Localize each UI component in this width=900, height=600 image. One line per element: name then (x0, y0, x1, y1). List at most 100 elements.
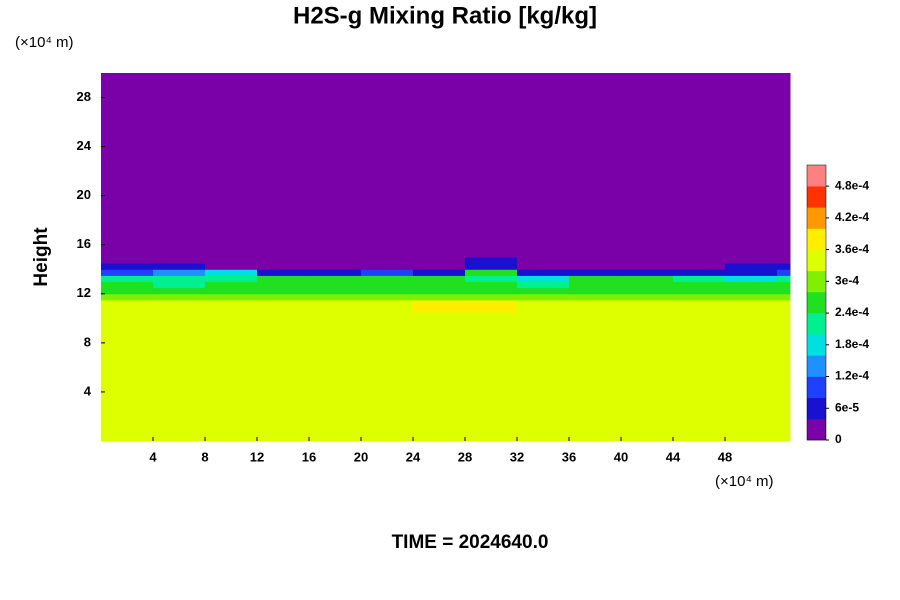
cell (465, 287, 518, 295)
cell (101, 293, 154, 301)
cell (153, 312, 206, 442)
cell (725, 263, 778, 270)
cell (465, 263, 518, 270)
cell (725, 73, 778, 258)
y-unit-label: (×10⁴ m) (15, 34, 74, 51)
cell (257, 312, 310, 442)
cell (413, 299, 466, 313)
cell (517, 312, 570, 442)
colorbar-band (807, 207, 826, 229)
cell (257, 275, 310, 283)
cell (309, 257, 362, 264)
cell (777, 299, 791, 313)
cell (725, 312, 778, 442)
cell (309, 287, 362, 295)
cell (569, 299, 622, 313)
cell (465, 312, 518, 442)
cell (361, 263, 414, 270)
cell (257, 293, 310, 301)
y-tick-label: 24 (77, 138, 92, 153)
cell (309, 299, 362, 313)
cell (413, 269, 466, 276)
cell (777, 281, 791, 289)
colorbar-frame (806, 164, 827, 441)
cell (101, 281, 154, 289)
colorbar-band (807, 355, 826, 377)
colorbar-tick-label: 2.4e-4 (835, 305, 869, 319)
colorbar-band (807, 228, 826, 250)
colorbar-tick-label: 3.6e-4 (835, 242, 869, 256)
cell (413, 287, 466, 295)
cell (517, 293, 570, 301)
cell (465, 299, 518, 313)
cell (621, 312, 674, 442)
cell (569, 73, 622, 258)
cell (725, 269, 778, 276)
cell (361, 312, 414, 442)
cell (361, 275, 414, 283)
cell (101, 263, 154, 270)
cell (309, 312, 362, 442)
cell (569, 263, 622, 270)
cell (361, 73, 414, 258)
annotation: TIME = 2024640.0 (392, 532, 549, 553)
cell (673, 312, 726, 442)
cell (621, 263, 674, 270)
colorbar-band (807, 291, 826, 314)
cell (413, 257, 466, 264)
cell (309, 269, 362, 276)
cell (569, 312, 622, 442)
cell (673, 293, 726, 301)
cell (153, 299, 206, 313)
cell (777, 263, 791, 270)
cell (101, 299, 154, 313)
cell (777, 269, 791, 276)
cell (465, 257, 518, 264)
cell (621, 299, 674, 313)
x-unit-label: (×10⁴ m) (715, 473, 774, 490)
cell (569, 281, 622, 289)
x-tick-label: 4 (149, 449, 157, 464)
colorbar-band (807, 313, 826, 335)
cell (205, 287, 258, 295)
cell (777, 312, 791, 442)
cell (309, 275, 362, 283)
x-tick-label: 28 (458, 449, 472, 464)
cell (621, 293, 674, 301)
cell (465, 281, 518, 289)
cell (465, 269, 518, 276)
cell (725, 287, 778, 295)
cell (517, 257, 570, 264)
y-tick-label: 28 (77, 89, 91, 104)
colorbar-tick-label: 1.8e-4 (835, 337, 869, 351)
cell (101, 73, 154, 258)
cell (101, 312, 154, 442)
cell (777, 73, 791, 258)
colorbar-band (807, 418, 826, 441)
cell (517, 73, 570, 258)
cell (257, 269, 310, 276)
cell (465, 293, 518, 301)
cell (153, 257, 206, 264)
cell (621, 269, 674, 276)
cell (257, 263, 310, 270)
chart-title: H2S-g Mixing Ratio [kg/kg] (293, 2, 597, 29)
cell (257, 299, 310, 313)
cell (777, 287, 791, 295)
cell (361, 257, 414, 264)
cell (153, 263, 206, 270)
cell (153, 269, 206, 276)
colorbar-tick-label: 3e-4 (835, 274, 859, 288)
cell (621, 281, 674, 289)
cell (205, 293, 258, 301)
cell (673, 299, 726, 313)
cell (257, 73, 310, 258)
cell (153, 287, 206, 295)
x-tick-label: 48 (718, 449, 732, 464)
cell (205, 73, 258, 258)
cell (569, 287, 622, 295)
cell (361, 269, 414, 276)
y-axis-label: Height (31, 227, 52, 287)
cell (101, 275, 154, 283)
cell (257, 287, 310, 295)
